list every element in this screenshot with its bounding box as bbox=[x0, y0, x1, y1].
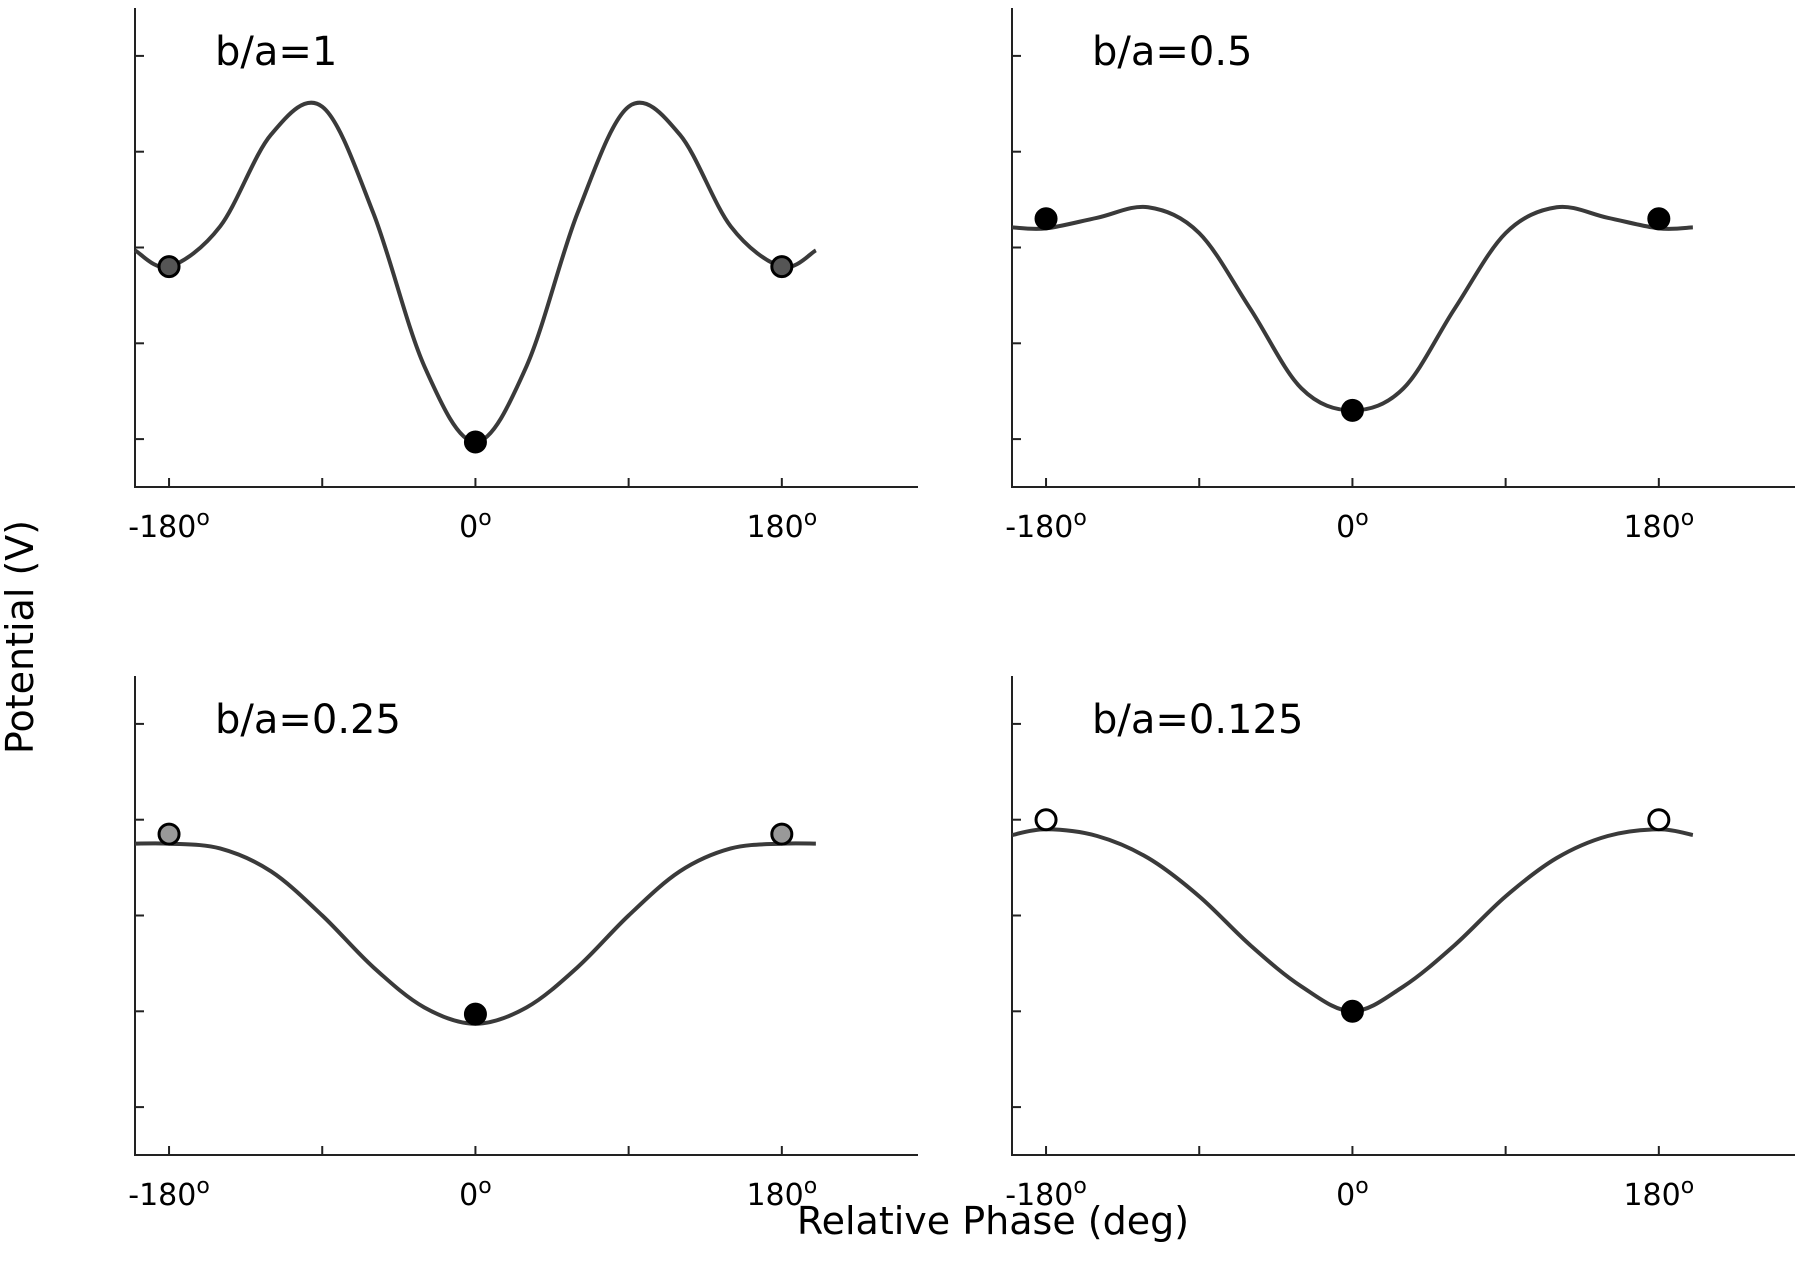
x-tick-label: -180o bbox=[128, 1174, 210, 1213]
panels: -180o 0o 180o b/a=1 -180o 0o 180o b/a=0.5 -180o 0… bbox=[128, 8, 1795, 1213]
x-tick-label: -180o bbox=[1005, 506, 1087, 545]
equilibrium-point bbox=[463, 430, 487, 454]
panel-2: -180o 0o 180o b/a=0.5 bbox=[1005, 8, 1795, 545]
x-tick-label: 0o bbox=[459, 506, 492, 545]
panel-annotation: b/a=1 bbox=[215, 29, 337, 75]
equilibrium-point bbox=[1340, 999, 1364, 1023]
equilibrium-point bbox=[770, 822, 794, 846]
x-tick-label: -180o bbox=[128, 506, 210, 545]
panel-1: -180o 0o 180o b/a=1 bbox=[128, 8, 918, 545]
x-tick-label: 180o bbox=[746, 1174, 817, 1213]
x-tick-label: 0o bbox=[459, 1174, 492, 1213]
equilibrium-point bbox=[157, 822, 181, 846]
potential-curve bbox=[134, 841, 816, 1026]
x-tick-label: 0o bbox=[1336, 1174, 1369, 1213]
axes bbox=[134, 8, 918, 488]
x-tick-label: 180o bbox=[1623, 506, 1694, 545]
x-tick-label: 180o bbox=[1623, 1174, 1694, 1213]
equilibrium-point bbox=[1034, 808, 1058, 832]
x-axis-label: Relative Phase (deg) bbox=[797, 1199, 1189, 1243]
equilibrium-point bbox=[1647, 808, 1671, 832]
axes bbox=[1011, 676, 1795, 1156]
potential-curve bbox=[133, 100, 817, 444]
panel-4: -180o 0o 180o b/a=0.125 bbox=[1005, 676, 1795, 1213]
equilibrium-point bbox=[770, 255, 794, 279]
equilibrium-point bbox=[1647, 207, 1671, 231]
equilibrium-point bbox=[1034, 207, 1058, 231]
axes bbox=[134, 676, 918, 1156]
panel-annotation: b/a=0.5 bbox=[1092, 29, 1253, 75]
equilibrium-point bbox=[157, 255, 181, 279]
potential-curve bbox=[1011, 827, 1694, 1014]
panel-annotation: b/a=0.125 bbox=[1092, 697, 1303, 743]
potential-curve bbox=[1011, 204, 1693, 413]
x-tick-label: -180o bbox=[1005, 1174, 1087, 1213]
panel-annotation: b/a=0.25 bbox=[215, 697, 401, 743]
x-tick-label: 0o bbox=[1336, 506, 1369, 545]
y-axis-label: Potential (V) bbox=[0, 520, 42, 754]
x-tick-label: 180o bbox=[746, 506, 817, 545]
panel-3: -180o 0o 180o b/a=0.25 bbox=[128, 676, 918, 1213]
equilibrium-point bbox=[1340, 398, 1364, 422]
equilibrium-point bbox=[463, 1002, 487, 1026]
axes bbox=[1011, 8, 1795, 488]
